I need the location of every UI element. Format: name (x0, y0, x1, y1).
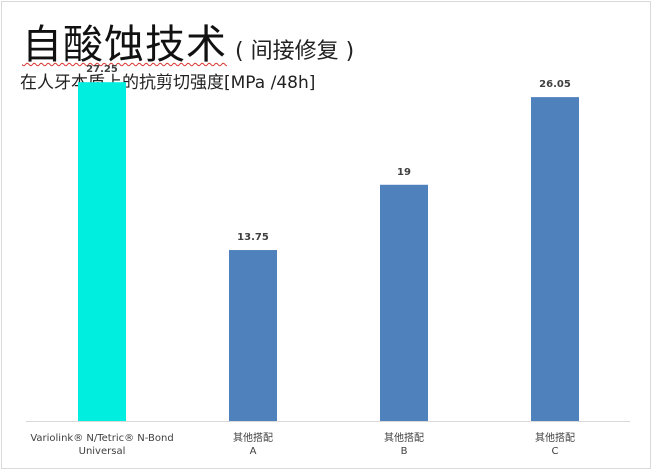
title-sub: ( 间接修复 ) (235, 39, 355, 64)
category-label-2-0: 其他搭配 (384, 431, 424, 444)
slide-title: 自酸蚀技术 ( 间接修复 ) (22, 12, 355, 68)
data-label-2: 19 (397, 167, 411, 178)
category-label-1-0: 其他搭配 (233, 431, 273, 444)
bar-3 (531, 97, 579, 421)
title-main: 自酸蚀技术 (22, 22, 227, 68)
bar-2 (380, 184, 428, 421)
category-label-0-1: Universal (79, 446, 126, 457)
category-label-3-1: C (552, 446, 559, 457)
data-label-1: 13.75 (237, 232, 269, 243)
category-label-1-1: A (250, 446, 257, 457)
bar-1 (229, 250, 277, 421)
category-label-2-1: B (401, 446, 408, 457)
category-label-0-0: Variolink® N/Tetric® N-Bond (30, 433, 173, 444)
bar-0 (78, 82, 126, 422)
data-label-3: 26.05 (539, 79, 571, 90)
category-label-3-0: 其他搭配 (535, 431, 575, 444)
data-label-0: 27.25 (86, 64, 118, 75)
